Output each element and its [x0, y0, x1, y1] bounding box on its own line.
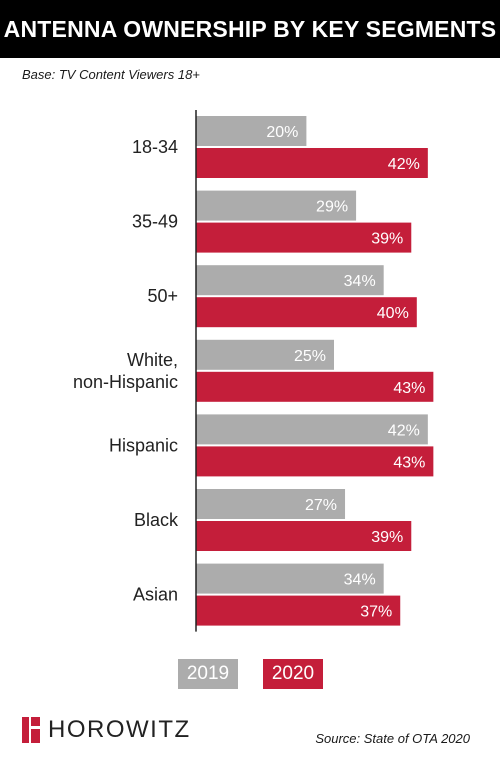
- value-label-2020-2: 40%: [377, 305, 409, 322]
- category-label-1: 35-49: [132, 212, 178, 232]
- category-label-4: Hispanic: [109, 435, 178, 455]
- value-label-2020-3: 43%: [393, 380, 425, 397]
- value-label-2019-3: 25%: [294, 348, 326, 365]
- legend-2020: 2020: [263, 659, 323, 689]
- value-label-2019-5: 27%: [305, 497, 337, 514]
- legend-2020-label: 2020: [271, 663, 315, 684]
- bar-2019-4: [196, 414, 428, 445]
- bar-2020-3: [196, 371, 434, 402]
- legend-2019: 2019: [178, 659, 238, 689]
- value-label-2019-1: 29%: [316, 199, 348, 216]
- brand-name: HOROWITZ: [48, 716, 191, 743]
- logo-mark-icon: [22, 717, 42, 743]
- value-label-2019-0: 20%: [266, 124, 298, 141]
- source-note: Source: State of OTA 2020: [315, 731, 470, 746]
- value-label-2020-0: 42%: [388, 156, 420, 173]
- chart-title: ANTENNA OWNERSHIP BY KEY SEGMENTS: [3, 15, 497, 42]
- value-label-2020-1: 39%: [371, 231, 403, 248]
- base-note: Base: TV Content Viewers 18+: [22, 67, 200, 82]
- category-label-3-line-0: White,: [127, 350, 178, 370]
- bar-2020-1: [196, 222, 412, 253]
- value-label-2020-6: 37%: [360, 604, 392, 621]
- bar-2019-2: [196, 265, 384, 296]
- bar-2019-5: [196, 489, 346, 519]
- bar-2020-2: [196, 297, 417, 328]
- bar-2020-0: [196, 148, 428, 178]
- value-label-2020-5: 39%: [371, 529, 403, 546]
- category-label-6: Asian: [133, 585, 178, 605]
- value-label-2019-2: 34%: [344, 273, 376, 290]
- value-label-2019-6: 34%: [344, 572, 376, 589]
- bar-2019-6: [196, 563, 384, 594]
- bar-2020-5: [196, 521, 412, 551]
- bar-2019-0: [196, 116, 307, 146]
- header-bar: ANTENNA OWNERSHIP BY KEY SEGMENTS: [0, 0, 500, 58]
- horowitz-logo: HOROWITZ: [22, 716, 191, 744]
- category-label-2: 50+: [147, 286, 178, 306]
- value-label-2019-4: 42%: [388, 422, 420, 439]
- bar-2019-3: [196, 339, 334, 370]
- bar-2019-1: [196, 190, 357, 221]
- category-label-5: Black: [134, 510, 179, 530]
- category-label-3-line-1: non-Hispanic: [73, 372, 178, 392]
- bar-2020-6: [196, 595, 401, 626]
- legend-2019-label: 2019: [186, 663, 230, 684]
- value-label-2020-4: 43%: [393, 454, 425, 471]
- bar-2020-4: [196, 446, 434, 477]
- category-label-0: 18-34: [132, 137, 178, 157]
